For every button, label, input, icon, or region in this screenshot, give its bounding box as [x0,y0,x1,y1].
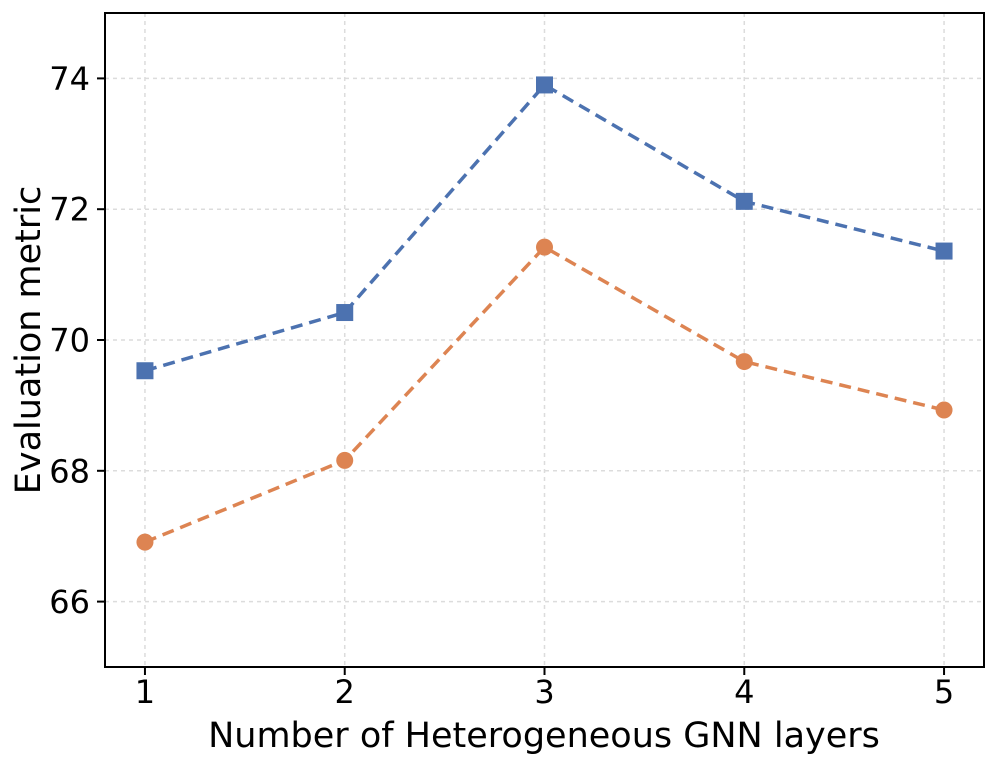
x-tick-label: 5 [934,673,954,711]
orange-circles-series-line [144,244,945,544]
orange-circles-series-marker [536,238,553,256]
orange-circles-series-marker [735,353,753,371]
y-tick-label: 72 [49,191,90,229]
blue-squares-series-marker [935,242,953,260]
plot-area: 1 2 3 4 5 66 68 70 72 74 [49,13,984,711]
blue-squares-series-marker [336,304,354,322]
x-tick-label: 3 [534,673,554,711]
orange-circles-series-marker [136,533,154,551]
blue-squares-series-marker [735,192,753,210]
x-axis-label: Number of Heterogeneous GNN layers [208,716,880,756]
orange-circles-series-marker [935,401,953,419]
y-tick-label: 66 [49,583,90,621]
x-tick-label: 1 [135,673,155,711]
blue-squares-series-marker [536,76,553,94]
blue-squares-series-marker [136,362,154,380]
blue-squares-series-line [144,82,945,373]
y-tick-label: 74 [49,60,90,98]
plot-border [104,12,985,668]
y-tick-label: 68 [49,452,90,490]
x-tick-label: 2 [335,673,355,711]
x-tick-label: 4 [734,673,754,711]
y-axis-label: Evaluation metric [9,186,49,495]
y-tick-label: 70 [49,322,90,360]
orange-circles-series-marker [336,451,354,469]
